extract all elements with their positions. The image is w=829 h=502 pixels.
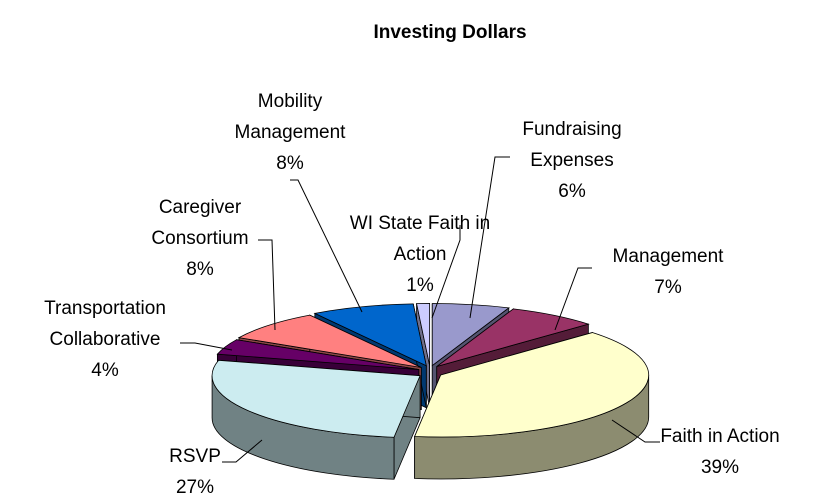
- slice-label-line: Collaborative: [50, 329, 161, 350]
- slice-label-line: Transportation: [44, 298, 166, 319]
- slice-label-line: Caregiver: [159, 197, 242, 218]
- slice-label-line: RSVP: [169, 446, 221, 467]
- leader-line: [554, 267, 592, 331]
- leader-line: [222, 439, 263, 463]
- leader-line: [180, 342, 233, 351]
- slice: [237, 314, 422, 368]
- slice-label-line: Action: [394, 244, 447, 265]
- chart-title: Investing Dollars: [373, 22, 526, 43]
- slice: [211, 359, 421, 438]
- slice-label-line: Mobility: [258, 91, 323, 112]
- slice-label: Transportation Collaborative: [44, 298, 166, 350]
- slice-label-line: Management: [613, 246, 725, 267]
- slice: [416, 303, 431, 366]
- slice: [414, 332, 650, 438]
- slice-label: Management: [613, 246, 725, 267]
- slice: [216, 339, 419, 370]
- value-label: 27%: [176, 477, 214, 498]
- slice-label-line: Expenses: [530, 150, 613, 171]
- leader-line: [431, 225, 461, 319]
- value-label: 8%: [186, 259, 214, 280]
- slice: [313, 303, 427, 367]
- slice-label-line: Faith in Action: [660, 426, 779, 447]
- slice-label-line: Management: [235, 122, 347, 143]
- slice-label-line: Consortium: [151, 228, 248, 249]
- value-label: 7%: [654, 277, 682, 298]
- slice-label: Mobility Management: [235, 91, 347, 143]
- slice-label: Caregiver Consortium: [151, 197, 248, 249]
- slice: [431, 303, 510, 367]
- slice-label: RSVP: [169, 446, 221, 467]
- leader-line: [469, 156, 510, 319]
- value-label: 8%: [276, 153, 304, 174]
- slice-label: WI State Faith in Action: [350, 213, 490, 265]
- value-label: 1%: [406, 275, 434, 296]
- leader-line: [258, 239, 276, 331]
- leader-line: [611, 419, 660, 443]
- value-label: 4%: [91, 360, 119, 381]
- slice-label: Fundraising Expenses: [522, 119, 621, 171]
- slice-label: Faith in Action: [660, 426, 779, 447]
- slice-label-line: Fundraising: [522, 119, 621, 140]
- leader-line: [290, 179, 363, 313]
- value-label: 6%: [558, 181, 586, 202]
- slice: [436, 308, 590, 367]
- slice-label-line: WI State Faith in: [350, 213, 490, 234]
- pie: [211, 303, 650, 480]
- value-label: 39%: [701, 457, 739, 478]
